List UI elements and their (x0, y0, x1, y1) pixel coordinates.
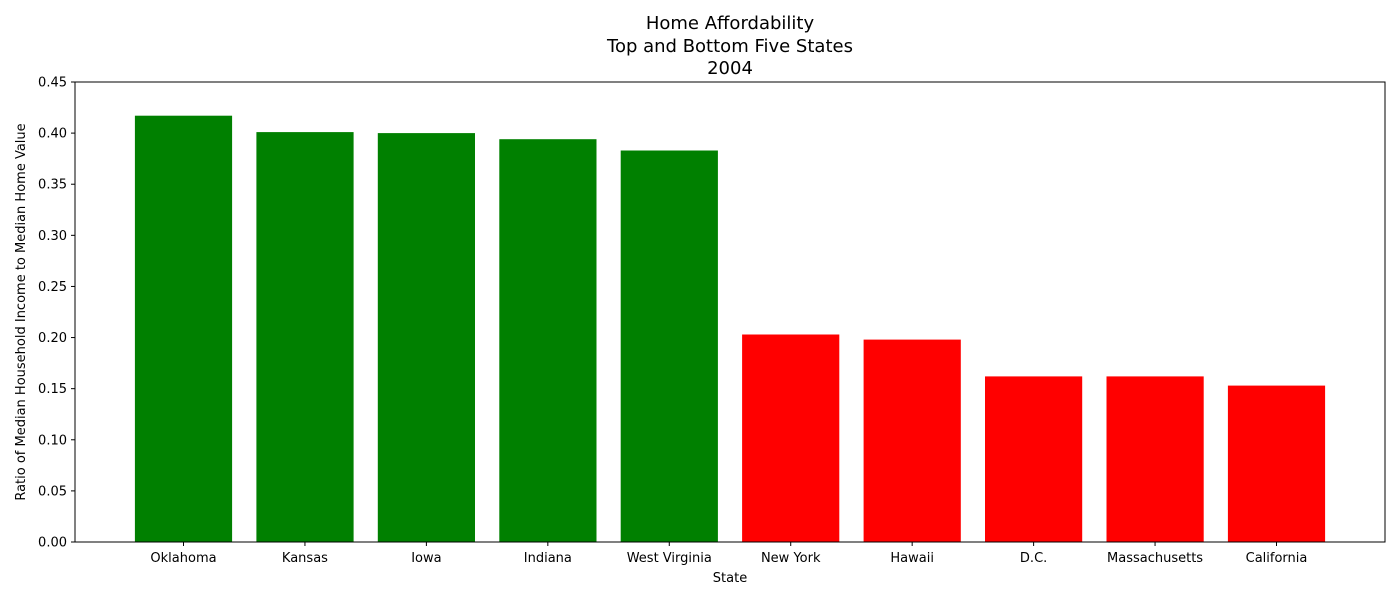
y-tick-label: 0.30 (38, 229, 67, 244)
y-tick-label: 0.10 (38, 433, 67, 448)
x-tick-label: Kansas (282, 551, 328, 566)
bar-d-c (985, 376, 1083, 542)
bar-indiana (499, 139, 597, 542)
y-axis-ticks: 0.00 0.05 0.10 0.15 0.20 0.25 0.30 0.35 0.40 0.45 (38, 76, 75, 551)
x-tick-label: West Virginia (627, 551, 712, 566)
bar-california (1227, 385, 1326, 542)
chart-title-line-2: Top and Bottom Five States (606, 36, 853, 57)
y-tick-label: 0.35 (38, 178, 67, 193)
x-axis-label: State (713, 571, 747, 586)
bar-hawaii (863, 339, 961, 542)
bar-iowa (377, 133, 475, 542)
chart-title: Home Affordability Top and Bottom Five S… (606, 13, 853, 79)
x-tick-label: Iowa (411, 551, 441, 566)
plot-frame (74, 81, 1386, 543)
x-axis-ticks: Oklahoma Kansas Iowa Indiana West Virginia Ne… (150, 542, 1307, 566)
bar-massachusetts (1106, 376, 1204, 542)
x-tick-label: California (1246, 551, 1308, 566)
bar-west-virginia (620, 150, 718, 542)
chart-title-line-3: 2004 (707, 58, 753, 79)
y-tick-label: 0.15 (38, 382, 67, 397)
x-tick-label: Hawaii (890, 551, 934, 566)
bar-oklahoma (134, 115, 233, 542)
y-tick-label: 0.20 (38, 331, 67, 346)
y-axis-label: Ratio of Median Household Income to Medi… (14, 123, 29, 500)
x-tick-label: D.C. (1020, 551, 1047, 566)
x-tick-label: New York (761, 551, 821, 566)
bars-group (134, 115, 1326, 542)
y-tick-label: 0.05 (38, 484, 67, 499)
x-tick-label: Oklahoma (150, 551, 216, 566)
x-tick-label: Indiana (524, 551, 572, 566)
bar-kansas (256, 132, 354, 542)
bar-new-york (742, 334, 840, 542)
chart-title-line-1: Home Affordability (646, 13, 815, 34)
y-tick-label: 0.45 (38, 76, 67, 91)
y-tick-label: 0.00 (38, 536, 67, 551)
x-tick-label: Massachusetts (1107, 551, 1203, 566)
y-tick-label: 0.25 (38, 280, 67, 295)
y-tick-label: 0.40 (38, 127, 67, 142)
